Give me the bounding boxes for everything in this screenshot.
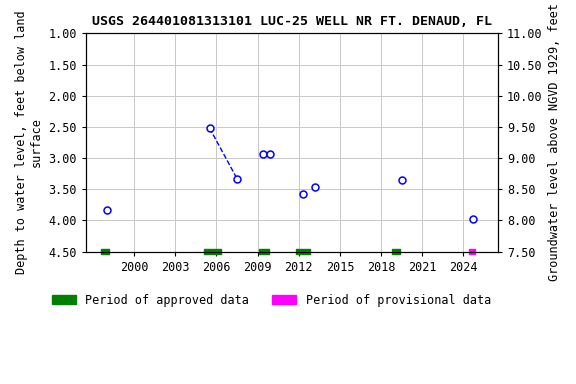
Title: USGS 264401081313101 LUC-25 WELL NR FT. DENAUD, FL: USGS 264401081313101 LUC-25 WELL NR FT. … [92,15,492,28]
Y-axis label: Depth to water level, feet below land
surface: Depth to water level, feet below land su… [15,11,43,274]
Legend: Period of approved data, Period of provisional data: Period of approved data, Period of provi… [47,289,495,311]
Y-axis label: Groundwater level above NGVD 1929, feet: Groundwater level above NGVD 1929, feet [548,3,561,281]
